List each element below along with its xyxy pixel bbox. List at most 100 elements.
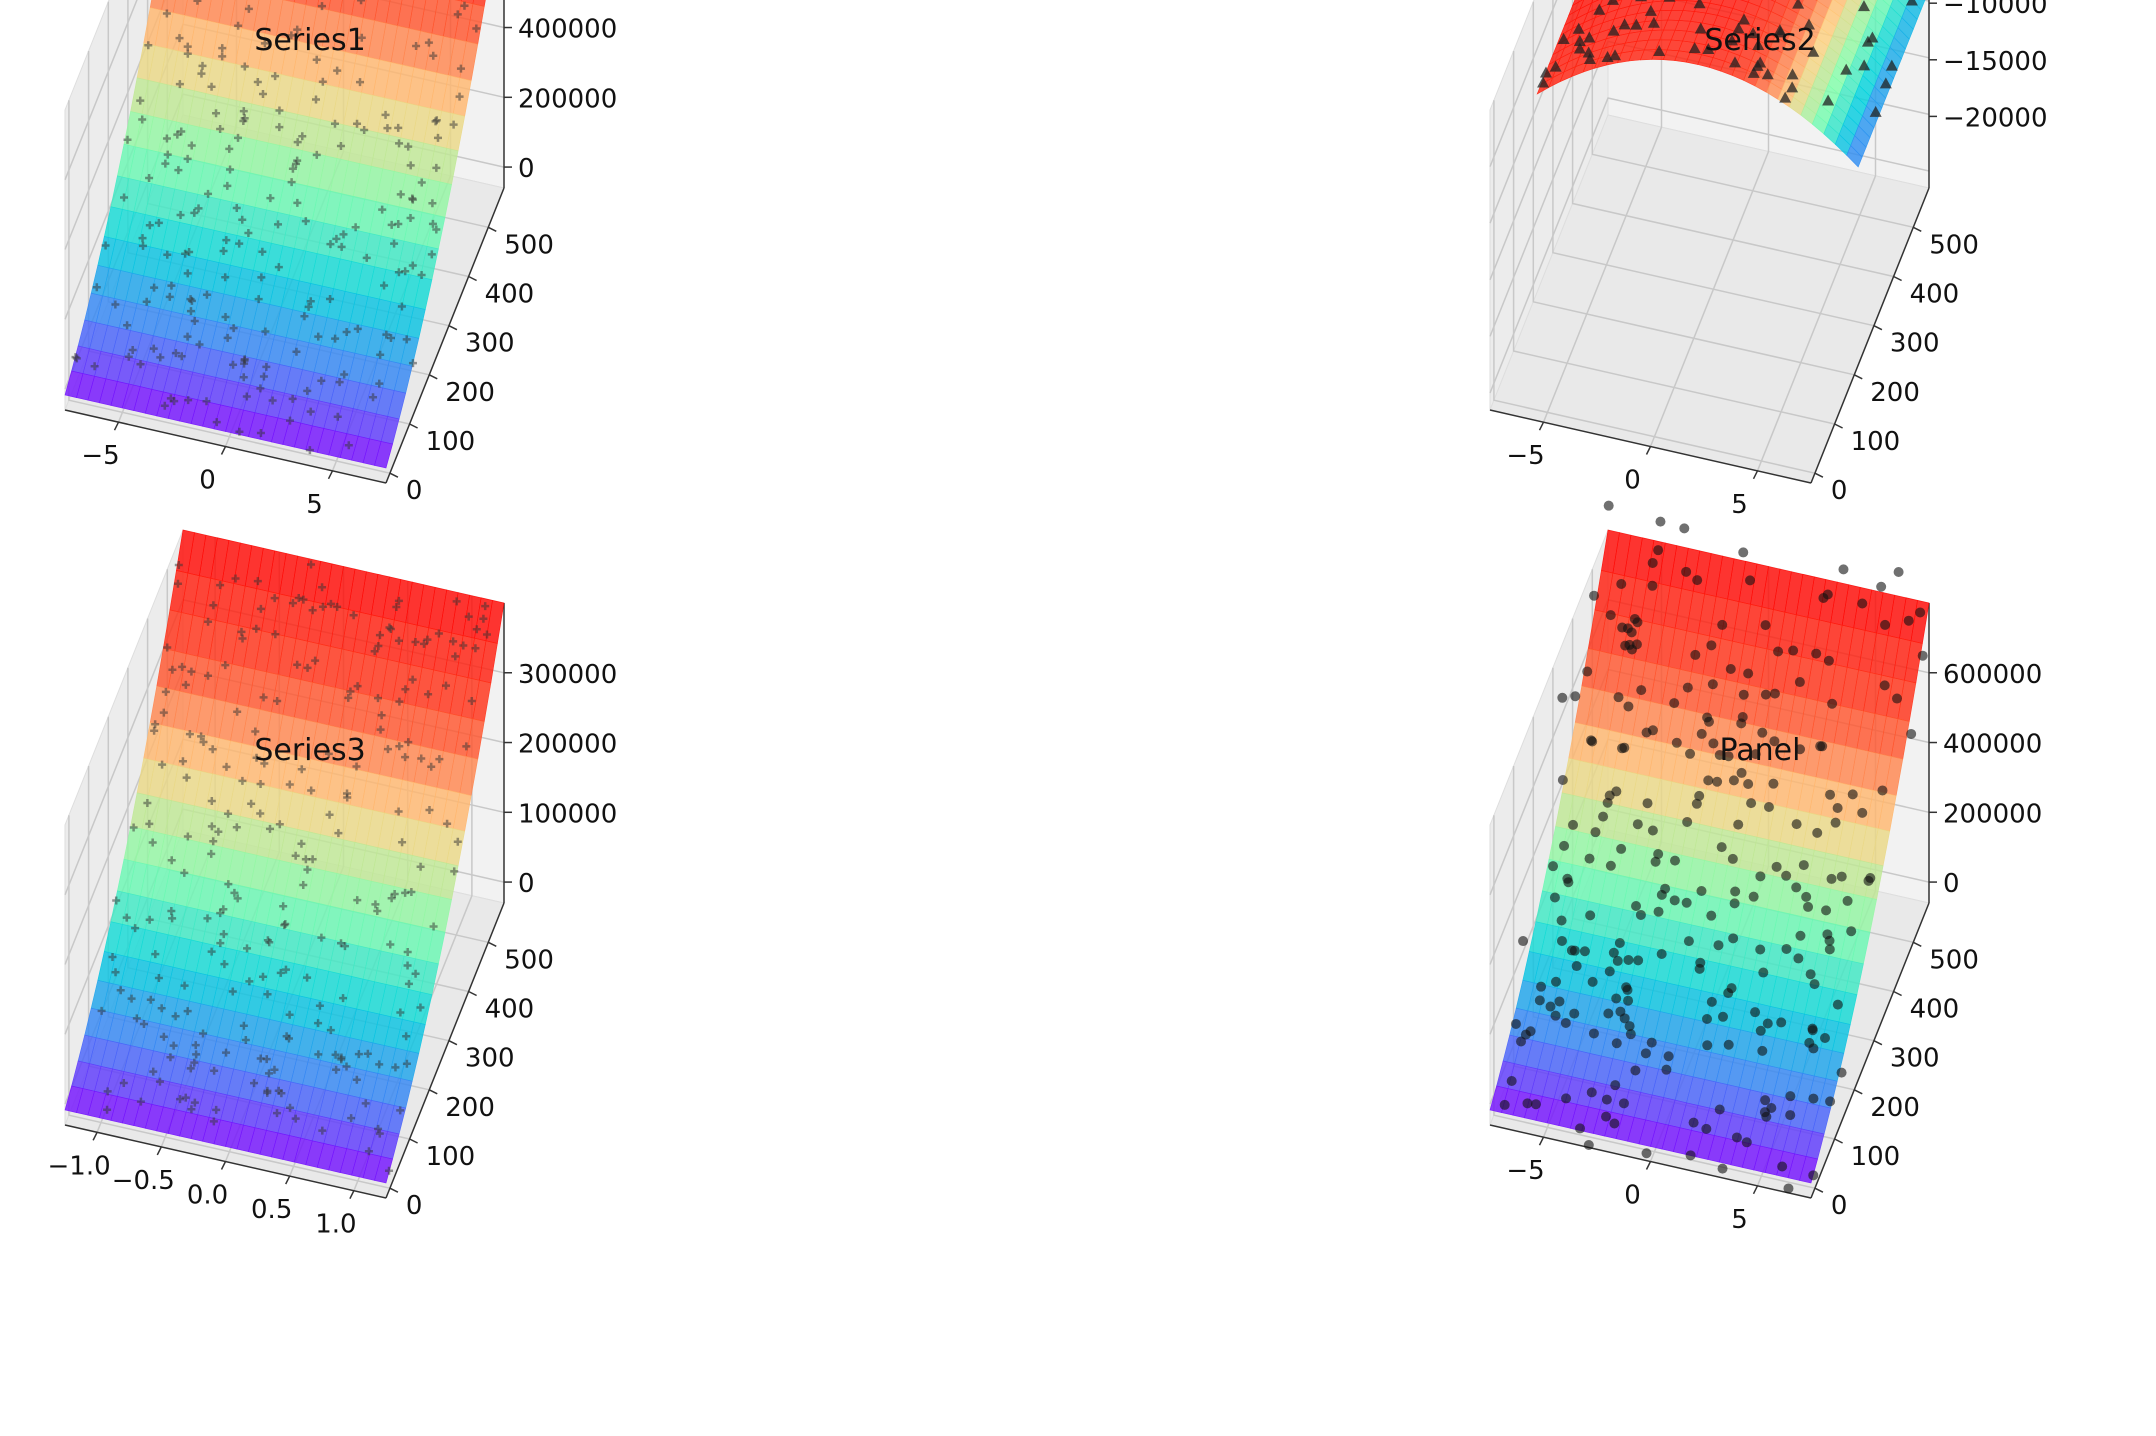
marker-circle — [1760, 689, 1771, 700]
marker-plus — [221, 661, 230, 670]
marker-plus — [395, 697, 404, 706]
marker-plus — [263, 990, 272, 999]
marker-circle — [1661, 1064, 1672, 1075]
marker-plus — [186, 1064, 195, 1073]
marker-plus — [92, 283, 101, 292]
marker-plus — [333, 412, 342, 421]
marker-plus — [260, 39, 269, 48]
marker-plus — [166, 1053, 175, 1062]
marker-triangle — [1609, 49, 1622, 61]
marker-circle — [1820, 1032, 1831, 1043]
marker-circle — [1630, 1065, 1641, 1076]
marker-circle — [1805, 969, 1816, 980]
marker-plus — [428, 219, 437, 228]
x-tick-label: −5 — [1506, 1156, 1544, 1186]
marker-plus — [111, 968, 120, 977]
marker-plus — [288, 394, 297, 403]
marker-plus — [404, 142, 413, 151]
marker-circle — [1624, 639, 1635, 650]
marker-circle — [1794, 677, 1805, 688]
y-tick-mark — [409, 423, 418, 429]
marker-plus — [191, 1041, 200, 1050]
marker-plus — [212, 109, 221, 118]
x-tick-mark — [285, 1175, 291, 1185]
marker-plus — [178, 757, 187, 766]
marker-plus — [216, 939, 225, 948]
marker-plus — [271, 72, 280, 81]
z-tick-labels: 0−5000−10000−15000−20000 — [1929, 0, 2048, 133]
marker-plus — [243, 944, 252, 953]
marker-plus — [183, 42, 192, 51]
marker-circle — [1769, 688, 1780, 699]
marker-plus — [145, 174, 154, 183]
marker-plus — [453, 10, 462, 19]
marker-plus — [451, 652, 460, 661]
marker-circle — [1579, 946, 1590, 957]
marker-plus — [166, 394, 175, 403]
marker-circle — [1857, 807, 1868, 818]
marker-plus — [190, 316, 199, 325]
marker-plus — [231, 574, 240, 583]
z-tick-label: 200000 — [518, 730, 617, 760]
marker-plus — [242, 392, 251, 401]
marker-circle — [1589, 590, 1600, 601]
marker-plus — [293, 660, 302, 669]
marker-plus — [263, 936, 272, 945]
marker-plus — [154, 973, 163, 982]
panel-title: Panel — [1720, 733, 1801, 768]
marker-plus — [240, 359, 249, 368]
marker-plus — [326, 240, 335, 249]
marker-plus — [149, 1067, 158, 1076]
marker-circle — [1587, 736, 1598, 747]
marker-plus — [383, 124, 392, 133]
marker-plus — [223, 181, 232, 190]
marker-plus — [472, 625, 481, 634]
marker-plus — [303, 973, 312, 982]
marker-circle — [1832, 999, 1843, 1010]
marker-plus — [199, 737, 208, 746]
marker-plus — [337, 939, 346, 948]
marker-plus — [297, 765, 306, 774]
marker-plus — [180, 868, 189, 877]
marker-plus — [371, 900, 380, 909]
marker-plus — [428, 199, 437, 208]
marker-circle — [1570, 691, 1581, 702]
marker-circle — [1679, 523, 1690, 534]
marker-plus — [318, 602, 327, 611]
marker-plus — [346, 687, 355, 696]
marker-plus — [165, 292, 174, 301]
marker-plus — [417, 754, 426, 763]
marker-circle — [1605, 610, 1616, 621]
marker-plus — [181, 680, 190, 689]
marker-plus — [467, 697, 476, 706]
x-tick-mark — [327, 470, 334, 480]
marker-triangle — [1732, 22, 1745, 34]
marker-plus — [257, 273, 266, 282]
z-tick-label: 400000 — [1943, 730, 2042, 760]
marker-plus — [247, 799, 256, 808]
marker-plus — [382, 330, 391, 339]
marker-circle — [1801, 891, 1812, 902]
marker-triangle — [1752, 38, 1765, 50]
marker-circle — [1738, 547, 1749, 558]
marker-plus — [144, 41, 153, 50]
panel-series2: −50501002003004005000−5000−10000−15000−2… — [1489, 0, 2048, 520]
marker-circle — [1798, 860, 1809, 871]
grid-line-z — [1489, 0, 1558, 167]
marker-plus — [222, 1048, 231, 1057]
marker-plus — [339, 994, 348, 1003]
marker-circle — [1729, 898, 1740, 909]
marker-triangle — [1728, 56, 1741, 68]
marker-circle — [1556, 915, 1567, 926]
grid-line-y — [68, 815, 391, 1189]
z-tick-label: −10000 — [1943, 0, 2048, 20]
marker-plus — [402, 335, 411, 344]
marker-plus — [317, 933, 326, 942]
marker-plus — [281, 965, 290, 974]
y-tick-label: 200 — [1870, 378, 1920, 408]
marker-plus — [256, 809, 265, 818]
marker-plus — [214, 827, 223, 836]
y-tick-mark — [1893, 275, 1902, 282]
